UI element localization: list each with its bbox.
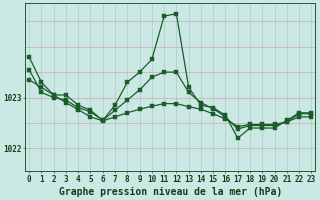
X-axis label: Graphe pression niveau de la mer (hPa): Graphe pression niveau de la mer (hPa) xyxy=(59,186,282,197)
